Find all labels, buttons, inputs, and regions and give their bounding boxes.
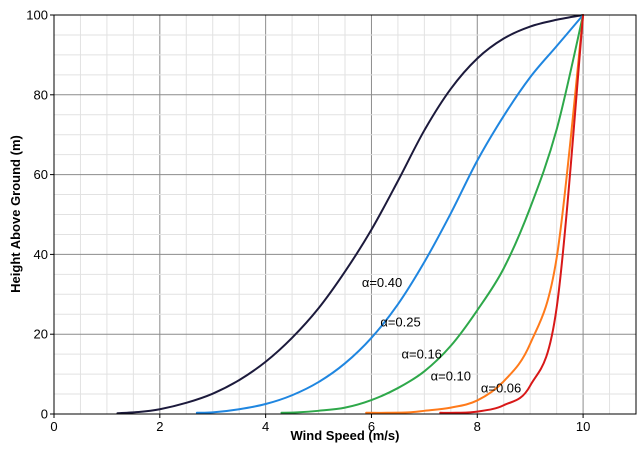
x-axis-title: Wind Speed (m/s) — [291, 428, 400, 443]
series-line — [195, 14, 585, 414]
y-tick-label: 60 — [34, 167, 48, 182]
x-tick-label: 6 — [368, 419, 375, 434]
series-label: α=0.10 — [431, 369, 471, 384]
series-label: α=0.06 — [481, 381, 521, 396]
x-tick-label: 2 — [156, 419, 163, 434]
y-tick-label: 0 — [41, 407, 48, 422]
x-tick-label: 0 — [50, 419, 57, 434]
series-line — [365, 14, 585, 414]
series-line — [439, 14, 585, 414]
series-label: α=0.40 — [362, 275, 402, 290]
series-label: α=0.25 — [380, 315, 420, 330]
x-tick-labels: 0 2 4 6 8 10 — [50, 414, 590, 434]
y-axis-title: Height Above Ground (m) — [8, 135, 23, 293]
y-tick-label: 100 — [26, 8, 48, 23]
x-tick-label: 8 — [474, 419, 481, 434]
y-tick-label: 20 — [34, 327, 48, 342]
y-tick-labels: 0 20 40 60 80 100 — [26, 8, 54, 422]
series-group: α=0.40 α=0.25 α=0.16 α=0.10 α=0.06 — [116, 14, 585, 415]
series-label: α=0.16 — [402, 347, 442, 362]
y-tick-label: 40 — [34, 247, 48, 262]
plot-frame — [53, 14, 637, 415]
series-line — [116, 14, 585, 415]
x-tick-label: 4 — [262, 419, 269, 434]
x-tick-label: 10 — [576, 419, 590, 434]
y-tick-label: 80 — [34, 87, 48, 102]
grid — [54, 15, 636, 414]
series-line — [280, 14, 585, 414]
